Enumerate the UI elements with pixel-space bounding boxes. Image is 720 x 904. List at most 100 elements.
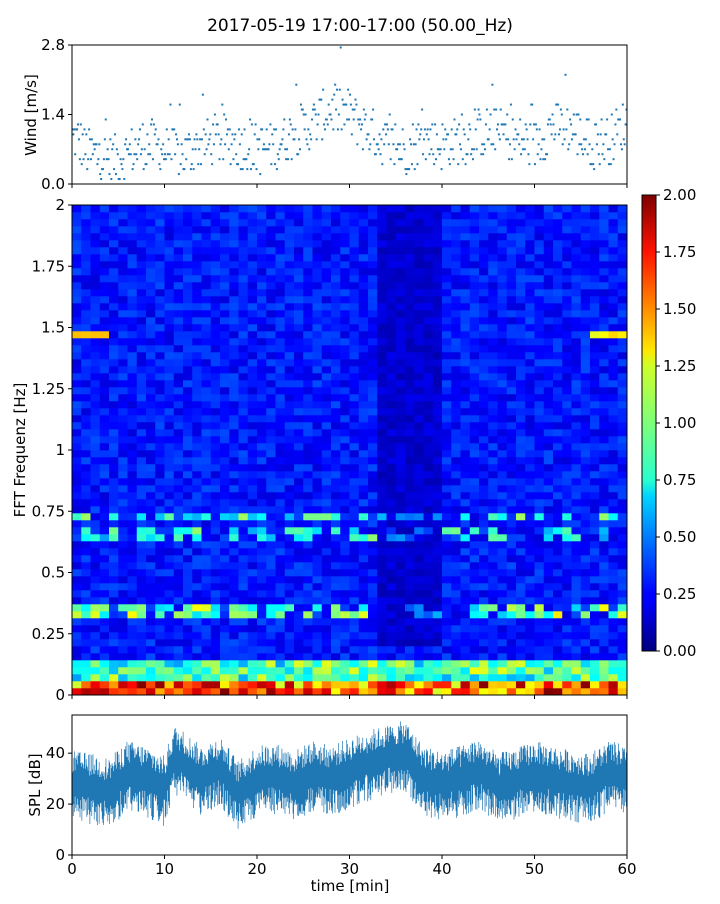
spectrogram-cell [294, 513, 304, 521]
spectrogram-cell [238, 240, 249, 248]
spectrogram-cell [377, 506, 387, 514]
spectrogram-cell [247, 443, 258, 451]
spectrogram-cell [368, 646, 378, 654]
spectrogram-cell [210, 366, 221, 374]
spectrogram-cell [136, 415, 147, 423]
spectrogram-cell [275, 590, 286, 598]
spectrogram-cell [118, 681, 128, 689]
spectrogram-cell [321, 520, 332, 528]
spectrogram-cell [580, 590, 591, 598]
spectrogram-cell [377, 240, 387, 248]
spectrogram-cell [423, 387, 434, 395]
spectrogram-cell [201, 632, 212, 640]
spectrogram-cell [312, 625, 323, 633]
spectrogram-cell [99, 394, 110, 402]
spectrogram-cell [479, 660, 489, 668]
spectrogram-cell [497, 303, 508, 311]
spectrogram-cell [460, 233, 471, 241]
spectrogram-cell [497, 394, 508, 402]
spectrogram-cell [266, 513, 276, 521]
spectrogram-cell [590, 247, 600, 255]
spectrogram-cell [562, 499, 572, 507]
wind-point [579, 118, 582, 121]
spectrogram-cell [136, 324, 147, 332]
spectrogram-cell [442, 289, 452, 297]
spectrogram-cell [460, 632, 471, 640]
spectrogram-cell [127, 429, 138, 437]
spectrogram-cell [488, 569, 498, 577]
spectrogram-cell [395, 569, 406, 577]
spectrogram-cell [599, 212, 609, 220]
wind-point [378, 133, 381, 136]
spectrogram-cell [99, 667, 110, 675]
wind-point [485, 108, 488, 111]
spectrogram-cell [229, 275, 239, 283]
spectrogram-cell [608, 569, 619, 577]
spectrogram-cell [590, 569, 600, 577]
spectrogram-cell [617, 618, 628, 626]
spectrogram-cell [460, 268, 471, 276]
spectrogram-cell [405, 296, 415, 304]
spectrogram-cell [312, 590, 323, 598]
spectrogram-cell [562, 555, 572, 563]
spectrogram-cell [266, 205, 276, 213]
spectrogram-cell [580, 219, 591, 227]
spectrogram-cell [183, 653, 193, 661]
spectrogram-cell [312, 359, 323, 367]
spectrogram-cell [525, 527, 535, 535]
spectrogram-cell [284, 345, 295, 353]
wind-point [494, 148, 497, 151]
spectrogram-cell [312, 492, 323, 500]
spectrogram-cell [442, 401, 452, 409]
spectrogram-cell [312, 226, 323, 234]
spectrogram-cell [590, 660, 600, 668]
spectrogram-cell [377, 401, 387, 409]
spectrogram-cell [571, 247, 582, 255]
spectrogram-cell [155, 576, 165, 584]
spectrogram-cell [405, 478, 415, 486]
spectrogram-cell [90, 534, 101, 542]
spectrogram-cell [617, 436, 628, 444]
spectrogram-cell [266, 226, 276, 234]
wind-point [268, 143, 271, 146]
spectrogram-cell [331, 310, 341, 318]
spectrogram-cell [377, 597, 387, 605]
spectrogram-cell [553, 660, 563, 668]
spectrogram-cell [303, 625, 313, 633]
spectrogram-cell [377, 478, 387, 486]
spectrogram-cell [340, 632, 350, 640]
wind-point [163, 158, 166, 161]
wind-point [471, 148, 474, 151]
spectrogram-cell [395, 604, 406, 612]
spectrogram-cell [192, 233, 202, 241]
spectrogram-cell [266, 282, 276, 290]
spectrogram-cell [349, 345, 360, 353]
spectrogram-cell [553, 632, 563, 640]
spectrogram-cell [617, 212, 628, 220]
spectrogram-cell [164, 205, 175, 213]
spectrogram-cell [155, 394, 165, 402]
spectrogram-cell [238, 387, 249, 395]
spectrogram-cell [146, 331, 156, 339]
wind-point [220, 138, 223, 141]
wind-point [591, 148, 594, 151]
spectrogram-cell [183, 464, 193, 472]
spectrogram-cell [377, 261, 387, 269]
spectrogram-cell [90, 478, 101, 486]
spectrogram-cell [497, 506, 508, 514]
spectrogram-cell [377, 492, 387, 500]
spectrogram-cell [331, 366, 341, 374]
spectrogram-cell [201, 443, 212, 451]
wind-point [460, 113, 463, 116]
spectrogram-cell [257, 674, 267, 682]
spectrogram-cell [479, 576, 489, 584]
spectrogram-cell [432, 499, 443, 507]
spectrogram-cell [99, 226, 110, 234]
spectrogram-cell [136, 296, 147, 304]
wind-point [526, 138, 529, 141]
spectrogram-cell [321, 499, 332, 507]
spectrogram-cell [155, 408, 165, 416]
spectrogram-cell [99, 415, 110, 423]
spectrogram-cell [506, 408, 517, 416]
spectrogram-cell [395, 275, 406, 283]
